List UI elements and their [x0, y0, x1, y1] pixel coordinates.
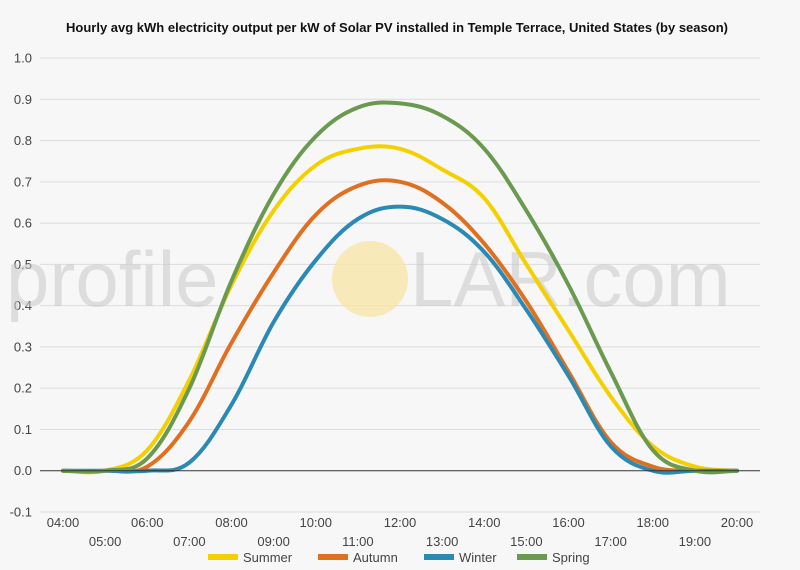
x-tick-label: 04:00 — [47, 515, 80, 530]
y-tick-label: 0.7 — [14, 174, 32, 189]
legend-swatch — [318, 554, 348, 560]
x-tick-label: 11:00 — [342, 534, 374, 549]
x-tick-label: 10:00 — [299, 515, 332, 530]
watermark-text-right: LAR.com — [410, 235, 731, 323]
x-tick-label: 17:00 — [594, 534, 627, 549]
x-axis-ticks: 04:00 05:00 06:00 07:00 08:00 09:00 10:00 11:00… — [47, 515, 754, 549]
y-tick-label: 0.0 — [14, 463, 32, 478]
legend-item-autumn[interactable]: Autumn — [318, 550, 398, 565]
x-tick-label: 16:00 — [552, 515, 585, 530]
x-tick-label: 07:00 — [173, 534, 206, 549]
series-lines — [61, 100, 739, 475]
y-tick-label: -0.1 — [10, 505, 32, 520]
y-axis-ticks: -0.1 0.0 0.1 0.2 0.3 0.4 0.5 0.6 0.7 0.8 0.9 1.0 — [10, 51, 32, 520]
legend-label: Summer — [243, 550, 293, 565]
legend-label: Autumn — [353, 550, 398, 565]
x-tick-label: 15:00 — [510, 534, 543, 549]
legend: Summer Autumn Winter Spring — [208, 550, 590, 565]
y-tick-label: 0.9 — [14, 92, 32, 107]
y-tick-label: 0.4 — [14, 298, 32, 313]
series-line-spring — [61, 100, 739, 475]
legend-item-summer[interactable]: Summer — [208, 550, 293, 565]
series-line-summer — [61, 144, 739, 475]
legend-item-winter[interactable]: Winter — [424, 550, 497, 565]
watermark-text-left: profile — [6, 235, 218, 323]
watermark-sun-icon — [332, 241, 408, 317]
series-line-autumn — [61, 178, 739, 474]
x-tick-label: 19:00 — [679, 534, 712, 549]
x-tick-label: 09:00 — [257, 534, 290, 549]
y-tick-label: 0.2 — [14, 381, 32, 396]
legend-swatch — [517, 554, 547, 560]
y-tick-label: 0.8 — [14, 133, 32, 148]
x-tick-label: 12:00 — [384, 515, 417, 530]
series-line-winter — [61, 204, 739, 475]
legend-label: Winter — [459, 550, 497, 565]
x-tick-label: 08:00 — [215, 515, 248, 530]
x-tick-label: 14:00 — [468, 515, 501, 530]
legend-label: Spring — [552, 550, 590, 565]
legend-item-spring[interactable]: Spring — [517, 550, 590, 565]
x-tick-label: 05:00 — [89, 534, 122, 549]
x-tick-label: 13:00 — [426, 534, 459, 549]
x-tick-label: 18:00 — [636, 515, 669, 530]
y-tick-label: 0.3 — [14, 339, 32, 354]
legend-swatch — [424, 554, 454, 560]
x-tick-label: 20:00 — [721, 515, 754, 530]
legend-swatch — [208, 554, 238, 560]
watermark: profile LAR.com — [6, 235, 731, 323]
chart-title: Hourly avg kWh electricity output per kW… — [66, 20, 728, 35]
y-tick-label: 0.5 — [14, 257, 32, 272]
x-tick-label: 06:00 — [131, 515, 164, 530]
y-tick-label: 0.6 — [14, 216, 32, 231]
y-tick-label: 0.1 — [14, 422, 32, 437]
y-tick-label: 1.0 — [14, 51, 32, 66]
